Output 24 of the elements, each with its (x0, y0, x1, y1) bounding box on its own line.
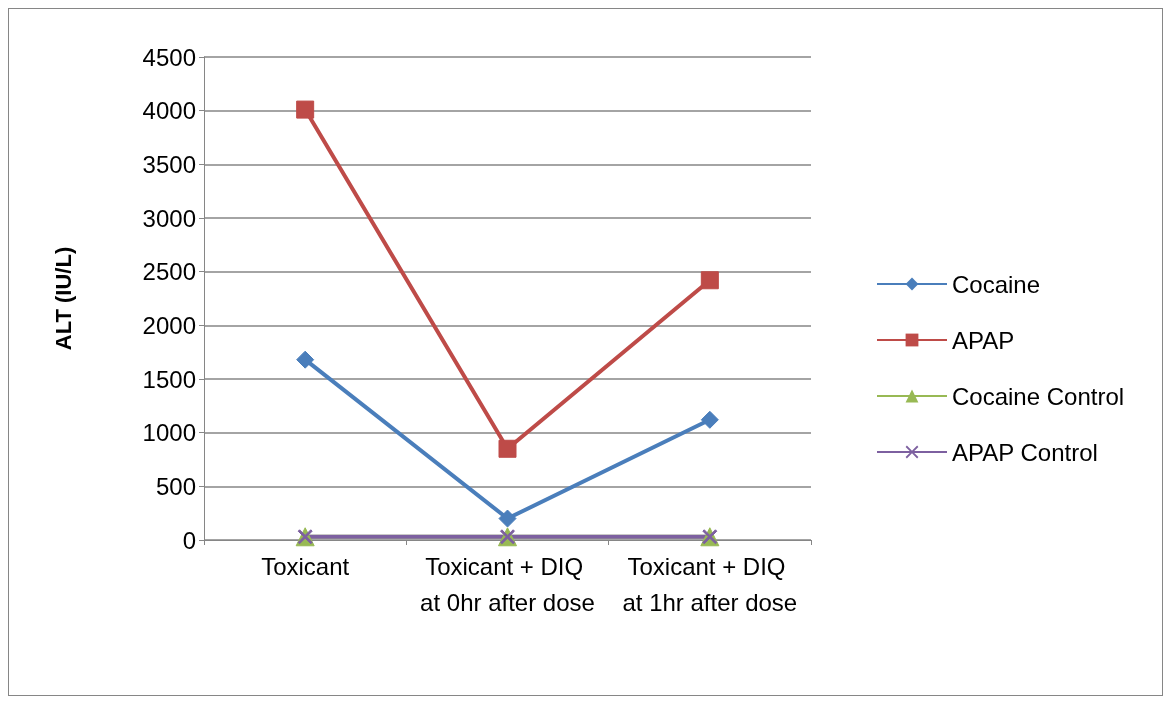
y-tick-label: 3000 (142, 204, 196, 232)
y-tick-label: 0 (182, 526, 196, 554)
legend-label: APAP (952, 326, 1015, 354)
y-tick-label: 2000 (142, 311, 196, 339)
y-tick-label: 3500 (142, 150, 196, 178)
legend-label: Cocaine (952, 270, 1041, 298)
y-tick-label: 1000 (142, 419, 196, 447)
y-axis-title: ALT (IU/L) (50, 246, 76, 351)
legend-label: APAP Control (952, 438, 1098, 466)
y-tick-label: 1500 (142, 365, 196, 393)
point (296, 100, 315, 119)
x-tick-label: Toxicant + DIQ at 1hr after dose (622, 552, 798, 616)
y-tick-label: 4000 (142, 97, 196, 125)
point (498, 509, 517, 528)
y-tick-label: 4500 (142, 43, 196, 71)
legend-label: Cocaine Control (952, 382, 1125, 410)
point (296, 350, 315, 369)
point (700, 271, 719, 290)
y-tick-label: 500 (155, 472, 196, 500)
y-tick-label: 2500 (142, 258, 196, 286)
x-tick-label: Toxicant + DIQ at 0hr after dose (420, 552, 595, 616)
point (498, 439, 517, 458)
x-tick-label: Toxicant (261, 552, 350, 580)
point (700, 410, 719, 429)
